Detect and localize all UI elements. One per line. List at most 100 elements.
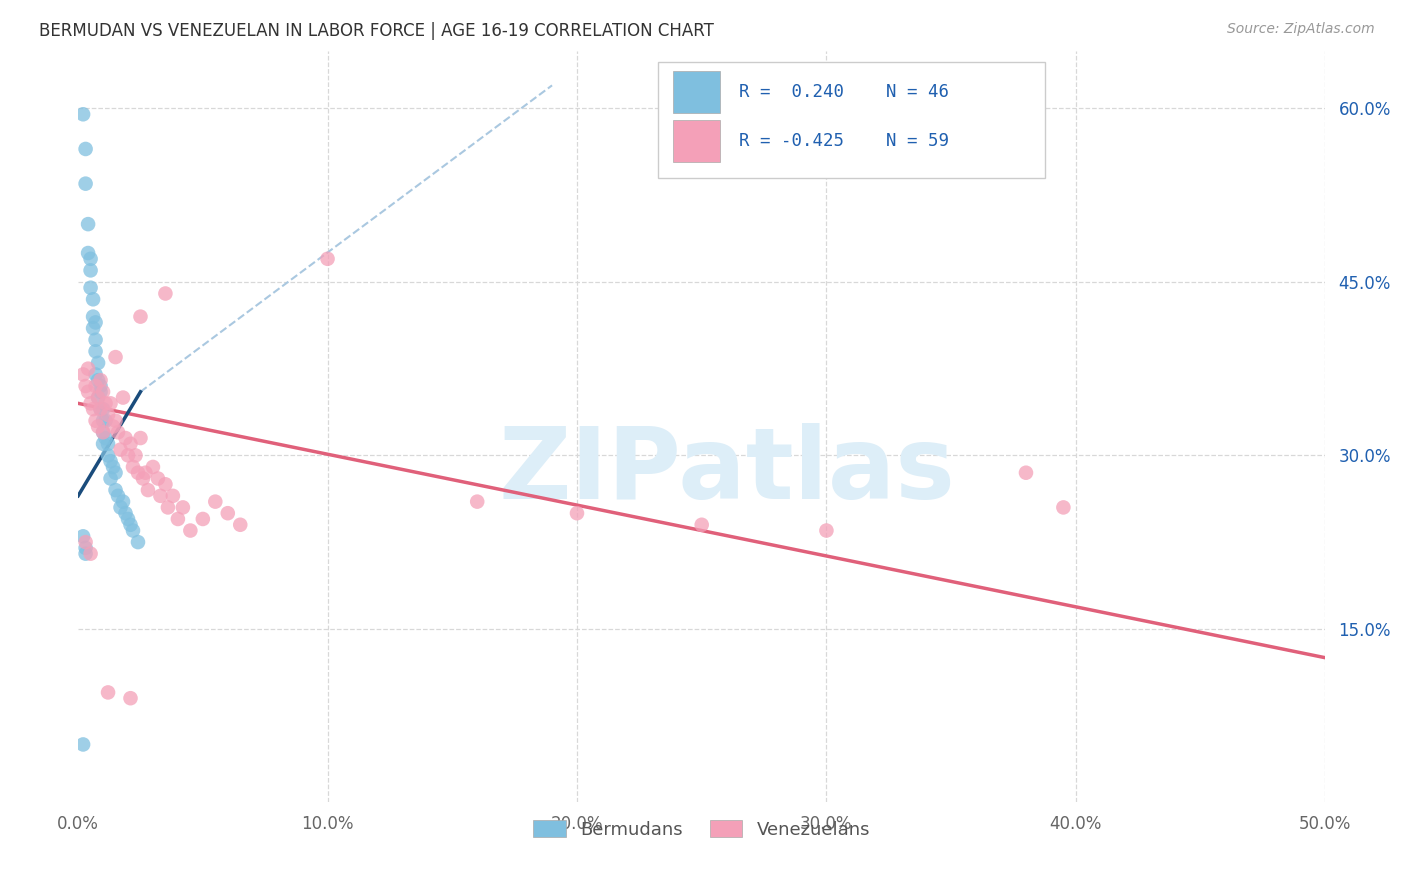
Point bbox=[82, 310, 104, 324]
Point bbox=[90, 402, 112, 417]
Point bbox=[107, 489, 129, 503]
Point bbox=[75, 547, 97, 561]
Point bbox=[72, 368, 94, 382]
Point bbox=[122, 459, 145, 474]
Point bbox=[117, 449, 139, 463]
Point bbox=[132, 471, 155, 485]
Point bbox=[82, 293, 104, 307]
Point bbox=[155, 286, 177, 301]
Point bbox=[82, 402, 104, 417]
Point bbox=[316, 252, 339, 266]
Point bbox=[107, 425, 129, 440]
Point bbox=[94, 431, 117, 445]
Point bbox=[134, 466, 156, 480]
Point bbox=[815, 524, 838, 538]
Point bbox=[155, 477, 177, 491]
FancyBboxPatch shape bbox=[658, 62, 1045, 178]
Point bbox=[179, 524, 201, 538]
Point bbox=[91, 425, 114, 440]
Point bbox=[101, 459, 124, 474]
Text: ZIPatlas: ZIPatlas bbox=[498, 423, 955, 520]
Point bbox=[465, 494, 488, 508]
Point bbox=[97, 449, 120, 463]
Point bbox=[94, 414, 117, 428]
Point bbox=[79, 547, 101, 561]
Point bbox=[79, 252, 101, 266]
Point bbox=[1015, 466, 1038, 480]
Point bbox=[146, 471, 169, 485]
Point bbox=[84, 344, 107, 359]
Text: R = -0.425    N = 59: R = -0.425 N = 59 bbox=[740, 132, 949, 150]
Point bbox=[75, 379, 97, 393]
Point bbox=[110, 442, 132, 457]
Point bbox=[104, 466, 127, 480]
Point bbox=[97, 437, 120, 451]
Point bbox=[120, 517, 142, 532]
Point bbox=[217, 506, 239, 520]
Bar bbox=[673, 71, 720, 112]
Point bbox=[111, 494, 134, 508]
Point bbox=[127, 535, 149, 549]
Point bbox=[1052, 500, 1074, 515]
Point bbox=[162, 489, 184, 503]
Point bbox=[79, 263, 101, 277]
Point bbox=[90, 384, 112, 399]
Point bbox=[101, 419, 124, 434]
Point bbox=[167, 512, 190, 526]
Point bbox=[84, 315, 107, 329]
Point bbox=[87, 373, 110, 387]
Point bbox=[204, 494, 226, 508]
Point bbox=[229, 517, 252, 532]
Text: BERMUDAN VS VENEZUELAN IN LABOR FORCE | AGE 16-19 CORRELATION CHART: BERMUDAN VS VENEZUELAN IN LABOR FORCE | … bbox=[39, 22, 714, 40]
Point bbox=[77, 246, 100, 260]
Point bbox=[172, 500, 194, 515]
Point bbox=[114, 506, 136, 520]
Point bbox=[75, 177, 97, 191]
Point bbox=[82, 321, 104, 335]
Point bbox=[87, 419, 110, 434]
Point bbox=[117, 512, 139, 526]
Point bbox=[84, 333, 107, 347]
Point bbox=[87, 391, 110, 405]
Point bbox=[104, 414, 127, 428]
Point bbox=[87, 356, 110, 370]
Point bbox=[111, 391, 134, 405]
Point bbox=[84, 379, 107, 393]
Text: R =  0.240    N = 46: R = 0.240 N = 46 bbox=[740, 83, 949, 101]
Point bbox=[122, 524, 145, 538]
Point bbox=[142, 459, 165, 474]
Point bbox=[75, 142, 97, 156]
Point bbox=[94, 396, 117, 410]
Point bbox=[100, 396, 122, 410]
Point bbox=[191, 512, 214, 526]
Point bbox=[84, 368, 107, 382]
Point bbox=[72, 529, 94, 543]
Point bbox=[565, 506, 588, 520]
Point bbox=[129, 310, 152, 324]
Point bbox=[77, 217, 100, 231]
Legend: Bermudans, Venezuelans: Bermudans, Venezuelans bbox=[526, 814, 877, 846]
Point bbox=[100, 471, 122, 485]
Point bbox=[149, 489, 172, 503]
Point bbox=[690, 517, 713, 532]
Point bbox=[97, 685, 120, 699]
Point bbox=[77, 384, 100, 399]
Point bbox=[91, 384, 114, 399]
Point bbox=[91, 437, 114, 451]
Point bbox=[124, 449, 146, 463]
Point bbox=[129, 431, 152, 445]
Point bbox=[97, 408, 120, 422]
Point bbox=[120, 437, 142, 451]
Point bbox=[90, 373, 112, 387]
Point bbox=[87, 391, 110, 405]
Point bbox=[156, 500, 179, 515]
Point bbox=[120, 691, 142, 706]
Point bbox=[72, 107, 94, 121]
Point bbox=[104, 483, 127, 497]
Point bbox=[79, 396, 101, 410]
Point bbox=[77, 361, 100, 376]
Text: Source: ZipAtlas.com: Source: ZipAtlas.com bbox=[1227, 22, 1375, 37]
Point bbox=[75, 535, 97, 549]
Point bbox=[91, 402, 114, 417]
Point bbox=[84, 414, 107, 428]
